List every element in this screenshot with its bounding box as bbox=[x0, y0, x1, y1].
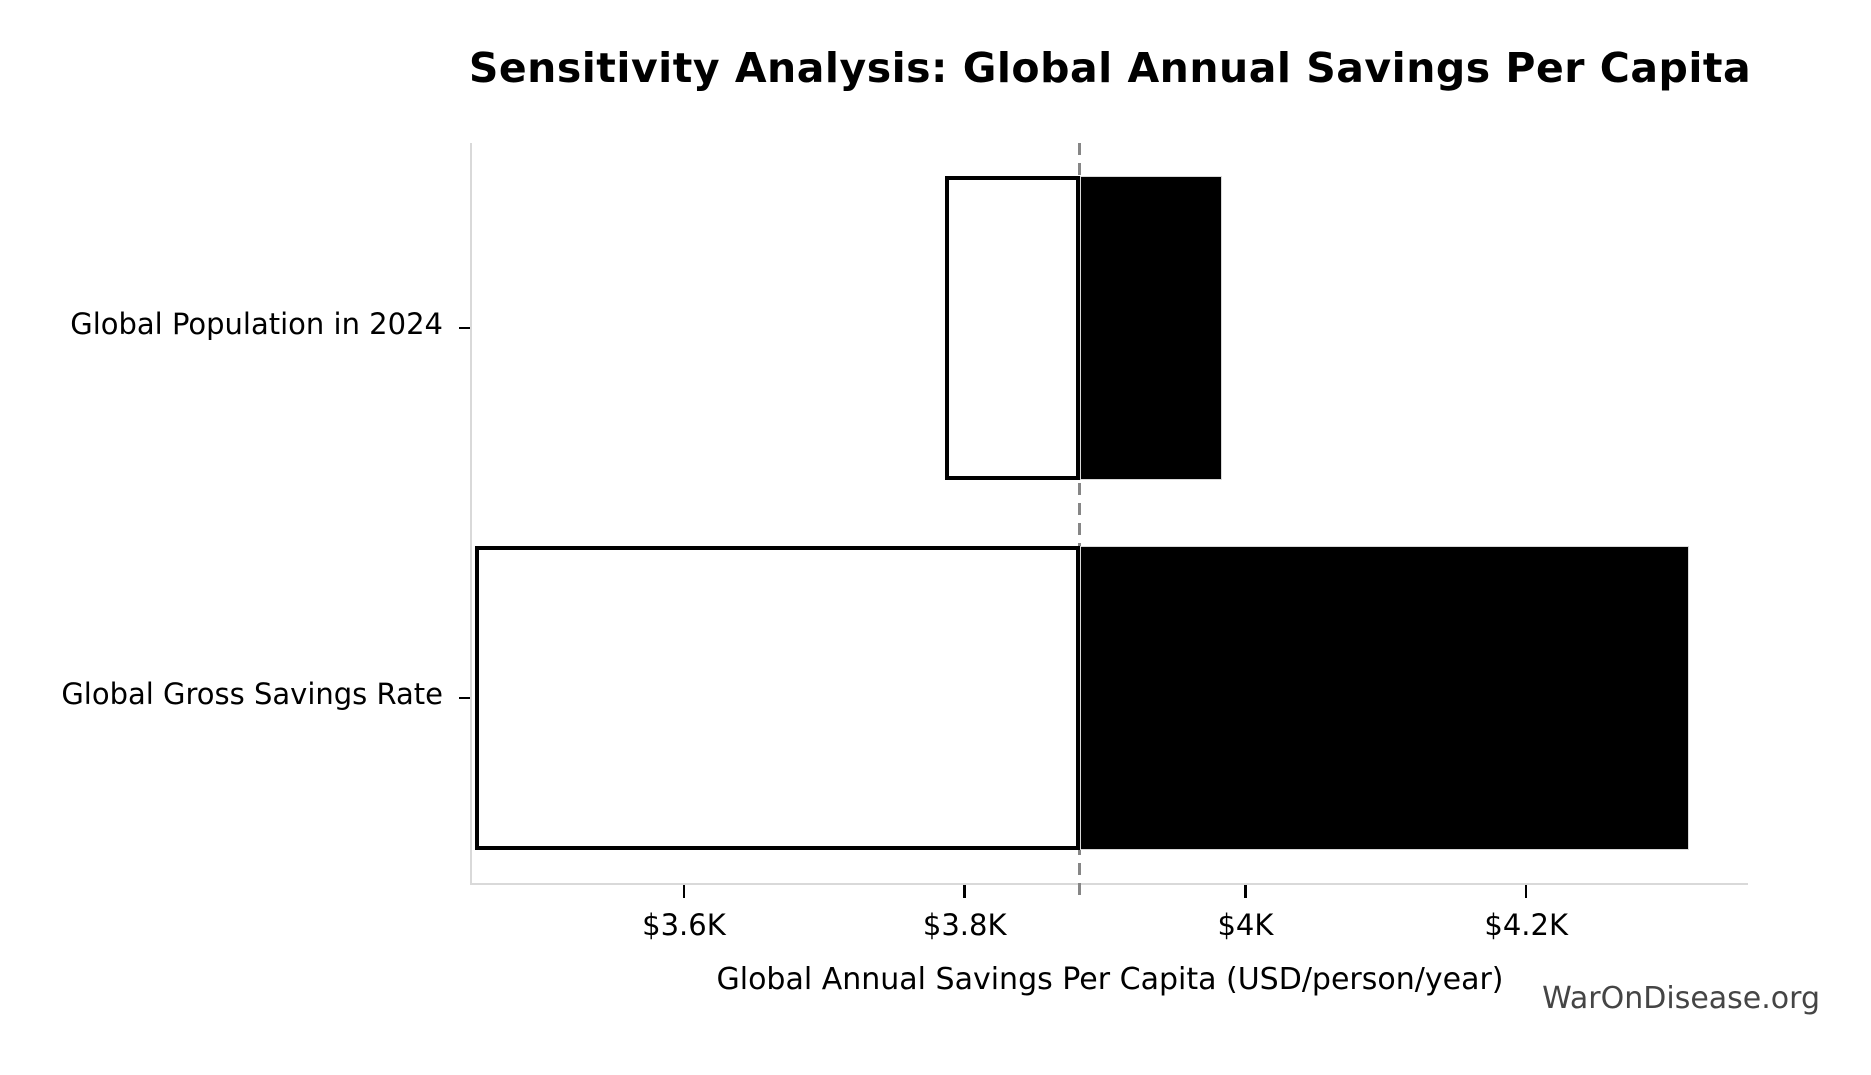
y-tick-label: Global Population in 2024 bbox=[70, 307, 443, 341]
x-tick-label: $3.8K bbox=[922, 908, 1007, 942]
watermark-text: WarOnDisease.org bbox=[1542, 981, 1820, 1016]
tornado-bar-low-segment bbox=[945, 176, 1080, 480]
x-tick-mark bbox=[963, 885, 966, 898]
x-tick-label: $4.2K bbox=[1484, 908, 1568, 942]
y-tick-mark bbox=[459, 696, 470, 700]
x-axis-spine bbox=[470, 883, 1748, 885]
chart-title: Sensitivity Analysis: Global Annual Savi… bbox=[468, 44, 1752, 92]
y-tick-label: Global Gross Savings Rate bbox=[61, 677, 443, 711]
tornado-bar-low-segment bbox=[474, 546, 1080, 850]
x-tick-label: $4K bbox=[1217, 908, 1274, 942]
tornado-bar-high-segment bbox=[1079, 176, 1222, 480]
x-tick-label: $3.6K bbox=[642, 908, 726, 942]
baseline-dashed-line bbox=[1078, 143, 1082, 900]
y-axis-spine bbox=[470, 143, 472, 883]
tornado-bar-high-segment bbox=[1079, 546, 1690, 850]
y-tick-mark bbox=[459, 326, 470, 330]
x-tick-mark bbox=[1244, 885, 1247, 898]
x-tick-mark bbox=[682, 885, 686, 898]
x-tick-mark bbox=[1524, 885, 1528, 898]
x-axis-label: Global Annual Savings Per Capita (USD/pe… bbox=[716, 962, 1504, 997]
